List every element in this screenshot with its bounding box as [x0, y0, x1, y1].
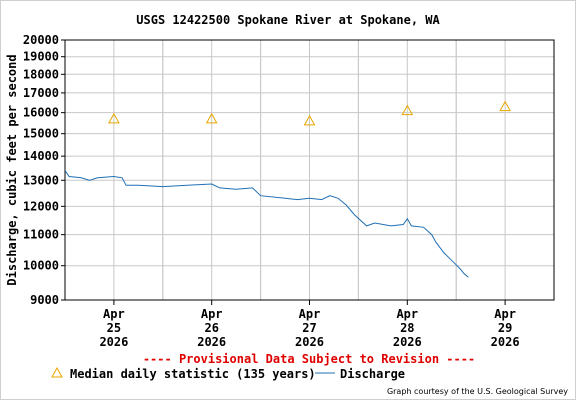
- y-tick-label: 13000: [23, 173, 59, 187]
- grid-lines: [65, 39, 554, 301]
- chart-title: USGS 12422500 Spokane River at Spokane, …: [136, 13, 440, 27]
- y-tick-label: 14000: [23, 149, 59, 163]
- x-tick-label: 2026: [393, 335, 422, 349]
- y-tick-label: 9000: [30, 293, 59, 307]
- y-tick-label: 10000: [23, 259, 59, 273]
- y-tick-label: 17000: [23, 86, 59, 100]
- y-tick-label: 12000: [23, 199, 59, 213]
- x-tick-label: Apr: [299, 307, 321, 321]
- x-tick-label: 2026: [99, 335, 128, 349]
- x-tick-label: 29: [498, 321, 512, 335]
- y-tick-label: 18000: [23, 67, 59, 81]
- y-tick-label: 15000: [23, 127, 59, 141]
- discharge-series-line: [64, 170, 469, 278]
- y-axis: 9000 10000 11000 12000 13000 14000 15000 16000 1…: [23, 33, 65, 307]
- y-tick-label: 20000: [23, 33, 59, 47]
- x-tick-label: Apr: [396, 307, 418, 321]
- x-tick-label: 2026: [197, 335, 226, 349]
- y-axis-label: Discharge, cubic feet per second: [5, 54, 19, 285]
- x-tick-label: Apr: [103, 307, 125, 321]
- legend-median-label: Median daily statistic (135 years): [70, 367, 316, 381]
- x-tick-label: 25: [107, 321, 121, 335]
- y-tick-label: 19000: [23, 50, 59, 64]
- provisional-note: ---- Provisional Data Subject to Revisio…: [143, 352, 475, 366]
- x-tick-label: Apr: [494, 307, 516, 321]
- x-tick-label: 28: [400, 321, 414, 335]
- series-layer: [64, 100, 511, 278]
- median-marker: [401, 104, 414, 116]
- x-tick-label: Apr: [201, 307, 223, 321]
- y-tick-label: 16000: [23, 106, 59, 120]
- x-tick-label: 27: [302, 321, 316, 335]
- median-marker: [205, 112, 218, 124]
- median-marker: [499, 100, 511, 112]
- x-axis: Apr252026Apr262026Apr272026Apr282026Apr2…: [99, 300, 520, 349]
- legend: Median daily statistic (135 years) Disch…: [51, 366, 405, 381]
- median-marker: [303, 114, 316, 126]
- y-tick-label: 11000: [23, 228, 59, 242]
- x-tick-label: 26: [204, 321, 218, 335]
- legend-median-marker: [51, 366, 63, 378]
- median-marker: [108, 112, 120, 124]
- x-tick-label: 2026: [295, 335, 324, 349]
- legend-discharge-label: Discharge: [340, 367, 405, 381]
- credit-text: Graph courtesy of the U.S. Geological Su…: [387, 387, 568, 396]
- x-tick-label: 2026: [491, 335, 520, 349]
